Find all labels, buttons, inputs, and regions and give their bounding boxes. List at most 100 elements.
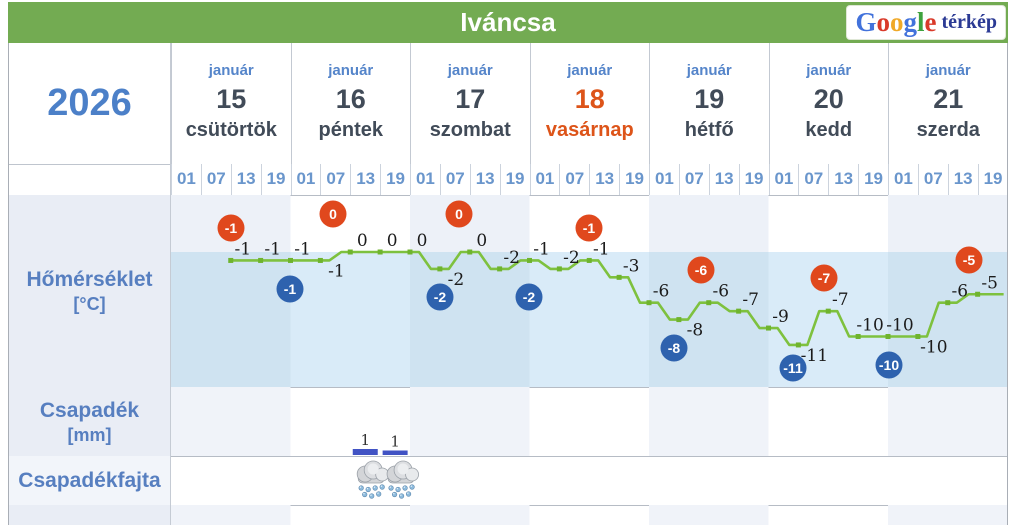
svg-text:-11: -11 (783, 360, 803, 376)
hour-label: 19 (499, 164, 530, 195)
day-wd: hétfő (684, 119, 734, 141)
terkep-label: térkép (941, 11, 997, 33)
titlebar: Iváncsa Google térkép (8, 2, 1008, 43)
temp-value-label: -2 (563, 248, 580, 268)
precipitation-type-label: Csapadékfajta (18, 468, 161, 492)
temperature-row: Hőmérséklet [°C] -1 -1 -1 -1 0 0 0 -2 0 -2 -1 -2 -1-… (9, 195, 1007, 388)
daily-max-badge: -1 (575, 214, 603, 242)
temp-value-label: -1 (533, 239, 550, 259)
day-wd: péntek (318, 119, 383, 141)
daily-max-badge: -6 (687, 256, 715, 284)
svg-text:-5: -5 (963, 252, 976, 268)
temp-value-label: 0 (476, 231, 487, 251)
svg-text:0: 0 (329, 206, 337, 222)
svg-text:-1: -1 (583, 220, 596, 236)
precipitation-type-label-cell: Csapadékfajta (9, 456, 171, 505)
hour-label: 07 (439, 164, 470, 195)
hour-label: 01 (529, 164, 560, 195)
day-wd: vasárnap (545, 119, 634, 141)
precipitation-type-cell (171, 456, 1007, 505)
hour-label: 13 (589, 164, 620, 195)
svg-text:-1: -1 (284, 281, 297, 297)
day-num: 17 (455, 84, 486, 114)
day-header-16: január 16 péntek (290, 43, 411, 164)
hour-label: 19 (738, 164, 769, 195)
hour-label: 13 (230, 164, 261, 195)
day-num: 18 (574, 84, 605, 114)
day-mon: január (686, 62, 732, 79)
day-mon: január (925, 62, 971, 79)
hour-label: 13 (947, 164, 978, 195)
svg-text:-7: -7 (818, 270, 831, 286)
google-logo-letter: e (924, 7, 937, 37)
year-cell: 2026 (9, 43, 171, 164)
svg-text:-2: -2 (523, 289, 536, 305)
hour-label: 13 (828, 164, 859, 195)
google-terkep-logo[interactable]: Google térkép (847, 6, 1005, 39)
hour-header-row: 01 07 13 19 01 07 13 19 01 07 13 19 01 07 13 19 01 07 13 19… (9, 164, 1007, 196)
hour-label: 01 (171, 164, 201, 195)
daily-min-badge: -10 (875, 351, 903, 379)
precipitation-type-row: Csapadékfajta (9, 456, 1007, 506)
temp-value-label: -6 (653, 282, 670, 302)
partial-row-left-cell (9, 505, 171, 525)
daily-max-badge: 0 (319, 200, 347, 228)
day-mon: január (447, 62, 493, 79)
hour-label: 13 (350, 164, 381, 195)
partial-row-area (171, 505, 1007, 525)
daily-min-badge: -2 (515, 283, 543, 311)
day-header-18: január 18 vasárnap (529, 43, 650, 164)
svg-text:-8: -8 (668, 340, 681, 356)
temp-value-label: -6 (951, 282, 968, 302)
year-label: 2026 (47, 82, 132, 124)
precipitation-value-label: 1 (360, 431, 370, 449)
temp-value-label: -1 (593, 239, 610, 259)
day-header-17: január 17 szombat (410, 43, 530, 164)
temp-value-label: -1 (328, 261, 345, 281)
hour-label: 07 (917, 164, 948, 195)
temp-value-label: -7 (832, 290, 849, 310)
hour-label: 01 (768, 164, 799, 195)
temp-value-label: -10 (920, 338, 947, 358)
rain-cloud-icon (386, 460, 419, 499)
hour-label: 13 (469, 164, 500, 195)
temp-value-label: -6 (712, 282, 729, 302)
hour-label: 01 (649, 164, 679, 195)
temp-value-label: -1 (264, 239, 281, 259)
day-header-21: január 21 szerda (888, 43, 1007, 164)
day-header-19: január 19 hétfő (649, 43, 769, 164)
day-num: 20 (813, 84, 844, 114)
partial-row-stripes (171, 505, 1007, 525)
day-mon: január (208, 62, 254, 79)
day-num: 19 (694, 84, 725, 114)
day-mon: január (806, 62, 852, 79)
day-num: 16 (335, 84, 366, 114)
day-header-row: 2026 január 15 csütörtök január 16 péntek janu… (9, 43, 1007, 165)
daily-max-badge: 0 (445, 200, 473, 228)
temperature-label-cell: Hőmérséklet [°C] (9, 195, 171, 387)
day-num: 15 (216, 84, 247, 114)
precipitation-label-cell: Csapadék [mm] (9, 387, 171, 456)
hour-label: 19 (619, 164, 649, 195)
temp-value-label: -2 (448, 270, 465, 290)
page-title: Iváncsa (460, 7, 556, 37)
temp-value-label: -9 (772, 307, 789, 327)
day-wd: szerda (916, 119, 980, 141)
google-logo-letter: o (889, 7, 904, 37)
day-wd: csütörtök (185, 119, 277, 141)
temp-value-label: -1 (294, 239, 311, 259)
hour-label: 07 (320, 164, 351, 195)
precipitation-type-icons (356, 460, 419, 499)
daily-min-badge: -11 (779, 354, 807, 382)
temp-value-label: -7 (742, 290, 759, 310)
google-logo-letter: o (876, 7, 890, 37)
forecast-table: 2026 január 15 csütörtök január 16 péntek janu… (8, 43, 1008, 525)
google-logo-icon: Google (855, 9, 936, 36)
temp-value-label: -10 (856, 316, 883, 336)
hour-label: 07 (678, 164, 709, 195)
temp-value-label: -8 (687, 321, 704, 341)
hour-label: 01 (290, 164, 321, 195)
